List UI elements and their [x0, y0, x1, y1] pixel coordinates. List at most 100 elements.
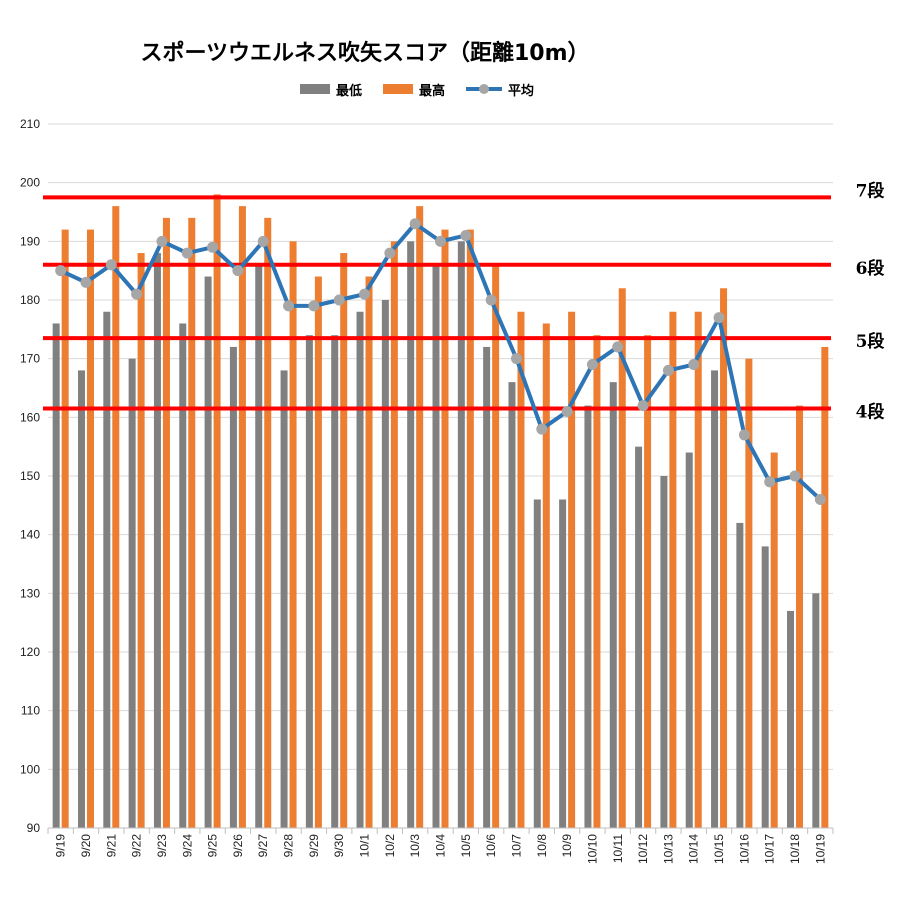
legend-label-max: 最高 — [419, 83, 445, 99]
x-tick-label: 10/19 — [813, 834, 827, 864]
average-point — [283, 300, 295, 312]
x-tick-label: 9/30 — [332, 834, 346, 858]
average-point — [536, 423, 548, 435]
rank-label: 5段 — [856, 331, 885, 352]
rank-label: 6段 — [856, 258, 885, 279]
x-tick-label: 10/13 — [661, 834, 675, 864]
x-tick-label: 10/10 — [585, 834, 599, 864]
bar-min — [52, 323, 60, 828]
y-tick-label: 130 — [20, 586, 40, 600]
x-tick-label: 10/15 — [712, 834, 726, 864]
x-tick-label: 9/20 — [79, 834, 93, 858]
average-point — [612, 341, 624, 353]
average-point — [738, 429, 750, 441]
bar-min — [685, 452, 693, 828]
bar-min — [331, 335, 339, 828]
bar-max — [416, 206, 424, 829]
bar-max — [593, 335, 601, 828]
bar-max — [86, 229, 94, 829]
x-tick-label: 9/19 — [54, 834, 68, 858]
bar-max — [517, 311, 525, 828]
x-tick-label: 10/4 — [434, 834, 448, 858]
bar-min — [533, 499, 541, 828]
bar-max — [365, 276, 373, 828]
bar-max — [264, 217, 272, 828]
average-point — [359, 288, 371, 300]
y-tick-label: 190 — [20, 234, 40, 248]
bar-min — [153, 253, 161, 829]
average-point — [485, 294, 497, 306]
legend-swatch-max — [383, 84, 413, 94]
average-point — [384, 247, 396, 259]
average-point — [637, 400, 649, 412]
y-tick-label: 160 — [20, 410, 40, 424]
average-point — [207, 241, 219, 253]
average-point — [257, 235, 269, 247]
y-tick-label: 150 — [20, 469, 40, 483]
bar-max — [542, 323, 550, 828]
average-point — [561, 405, 573, 417]
chart-title: スポーツウエルネス吹矢スコア（距離10m） — [140, 40, 589, 66]
x-tick-label: 10/18 — [788, 834, 802, 864]
x-tick-label: 10/2 — [383, 834, 397, 858]
x-tick-label: 10/9 — [560, 834, 574, 858]
x-tick-label: 10/14 — [687, 834, 701, 864]
bar-max — [821, 346, 829, 828]
bar-max — [289, 241, 297, 829]
x-tick-label: 9/26 — [231, 834, 245, 858]
y-tick-label: 140 — [20, 528, 40, 542]
bar-min — [255, 264, 263, 828]
x-tick-label: 10/8 — [535, 834, 549, 858]
bar-min — [584, 405, 592, 828]
bar-min — [635, 446, 643, 828]
legend-label-min: 最低 — [336, 83, 362, 99]
y-tick-label: 210 — [20, 117, 40, 131]
x-tick-label: 10/5 — [459, 834, 473, 858]
bar-min — [711, 370, 719, 828]
bar-min — [280, 370, 288, 828]
bar-max — [745, 358, 753, 828]
bar-min — [736, 522, 744, 828]
x-tick-label: 9/23 — [155, 834, 169, 858]
average-point — [713, 312, 725, 324]
average-point — [333, 294, 345, 306]
bar-max — [238, 206, 246, 829]
bar-min — [432, 264, 440, 828]
bar-max — [694, 311, 702, 828]
bar-max — [213, 194, 221, 828]
average-point — [789, 470, 801, 482]
bar-max — [568, 311, 576, 828]
average-point — [80, 276, 92, 288]
bar-min — [812, 593, 820, 828]
legend-label-avg: 平均 — [508, 83, 534, 99]
x-tick-label: 10/6 — [484, 834, 498, 858]
average-line — [55, 218, 826, 505]
bar-min — [761, 546, 769, 828]
average-point — [232, 265, 244, 277]
average-point — [131, 288, 143, 300]
legend-swatch-avg-marker — [479, 84, 489, 94]
bar-max — [796, 405, 804, 828]
bar-max — [162, 217, 170, 828]
bar-max — [441, 229, 449, 829]
bar-max — [720, 288, 728, 828]
average-point — [764, 476, 776, 488]
x-tick-label: 10/3 — [408, 834, 422, 858]
bar-max — [466, 229, 474, 829]
average-point — [688, 359, 700, 371]
bar-min — [179, 323, 187, 828]
average-point — [55, 265, 67, 277]
rank-label: 7段 — [856, 180, 885, 201]
y-tick-label: 100 — [20, 762, 40, 776]
legend-swatch-min — [300, 84, 330, 94]
rank-lines: 7段 6段 5段 4段 — [43, 180, 885, 423]
y-tick-label: 120 — [20, 645, 40, 659]
bar-min — [77, 370, 85, 828]
x-tick-label: 10/11 — [611, 834, 625, 863]
bar-min — [508, 382, 516, 828]
y-tick-label: 180 — [20, 293, 40, 307]
x-axis: 9/19 9/20 9/21 9/22 9/23 9/24 9/25 9/26 9/27 9/28… — [47, 827, 834, 864]
x-tick-label: 9/27 — [256, 834, 270, 858]
bars — [52, 194, 829, 829]
average-point — [105, 259, 117, 271]
